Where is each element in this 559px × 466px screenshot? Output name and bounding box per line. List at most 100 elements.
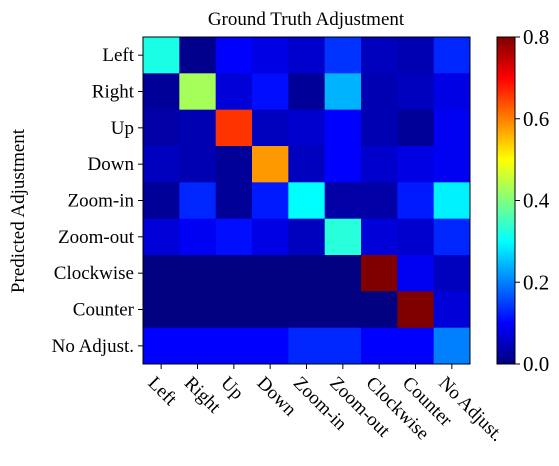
heatmap-cell	[433, 37, 471, 74]
x-tick-label: Down	[253, 373, 301, 421]
heatmap-cell	[143, 327, 180, 365]
y-tick-label: Right	[92, 82, 135, 103]
x-tick-label: Left	[144, 373, 182, 411]
heatmap-cell	[288, 327, 326, 365]
y-tick-label: Clockwise	[54, 263, 134, 284]
heatmap-cell	[215, 146, 253, 183]
heatmap-cell	[288, 255, 326, 292]
heatmap-cell	[252, 109, 289, 147]
heatmap-cell	[324, 255, 362, 292]
colorbar-tick-label: 0.2	[523, 270, 549, 294]
heatmap-cell	[215, 255, 253, 292]
heatmap-cell	[397, 255, 435, 292]
heatmap-cell	[215, 73, 253, 111]
y-tick-label: Zoom-in	[68, 191, 135, 212]
heatmap-cell	[433, 182, 471, 220]
y-axis-ticks: Left Right Up Down Zoom-in Zoom-out Clockwise C…	[52, 45, 143, 357]
y-tick-label: Left	[102, 45, 134, 66]
heatmap-cell	[433, 218, 471, 256]
heatmap-cell	[361, 218, 398, 256]
heatmap-cell	[324, 37, 362, 74]
heatmap-cell	[361, 255, 398, 292]
heatmap-cell	[143, 37, 180, 74]
heatmap-cell	[397, 182, 435, 220]
y-tick-label: Zoom-out	[58, 227, 135, 248]
heatmap-cell	[433, 146, 471, 183]
heatmap-cell	[179, 327, 217, 365]
heatmap-cell	[361, 146, 398, 183]
y-tick-label: Down	[88, 154, 135, 175]
y-tick-label: Up	[111, 118, 134, 139]
heatmap-cell	[433, 291, 471, 329]
heatmap-cell	[288, 146, 326, 183]
heatmap-cell	[179, 37, 217, 74]
heatmap-cell	[288, 73, 326, 111]
heatmap-cell	[361, 327, 398, 365]
heatmap-cell	[143, 109, 180, 147]
heatmap-cell	[179, 146, 217, 183]
heatmap-cell	[143, 73, 180, 111]
heatmap-cell	[361, 37, 398, 74]
heatmap-cell	[215, 37, 253, 74]
heatmap-cell	[179, 291, 217, 329]
heatmap-cell	[143, 255, 180, 292]
heatmap-cell	[324, 291, 362, 329]
heatmap-cell	[433, 255, 471, 292]
heatmap-cell	[252, 291, 289, 329]
colorbar-tick-label: 0.6	[523, 107, 549, 131]
heatmap-cell	[179, 255, 217, 292]
heatmap-cell	[324, 182, 362, 220]
colorbar-tick-label: 0.0	[523, 352, 549, 376]
colorbar-tick-label: 0.4	[523, 189, 550, 213]
heatmap-cell	[433, 327, 471, 365]
heatmap-cell	[252, 327, 289, 365]
heatmap-cell	[143, 291, 180, 329]
y-axis-label: Predicted Adjustment	[8, 128, 29, 293]
heatmap-cell	[397, 109, 435, 147]
heatmap-cell	[252, 218, 289, 256]
y-tick-label: Counter	[73, 300, 135, 321]
heatmap-cell	[215, 182, 253, 220]
heatmap-cell	[324, 327, 362, 365]
heatmap-cell	[361, 291, 398, 329]
heatmap-cell	[179, 109, 217, 147]
heatmap-cell	[324, 109, 362, 147]
colorbar	[496, 36, 516, 365]
x-tick-label: Right	[180, 373, 225, 418]
heatmap-cell	[143, 218, 180, 256]
heatmap-cell	[252, 146, 289, 183]
heatmap-cell	[397, 327, 435, 365]
heatmap-cell	[143, 146, 180, 183]
colorbar-ticks: 0.0 0.2 0.4 0.6 0.8	[515, 25, 550, 376]
colorbar-tick-label: 0.8	[523, 25, 549, 49]
chart-title: Ground Truth Adjustment	[208, 9, 405, 30]
heatmap-cell	[288, 182, 326, 220]
heatmap-cell	[397, 73, 435, 111]
heatmap-cell	[215, 218, 253, 256]
heatmap-cell	[397, 291, 435, 329]
heatmap-cell	[179, 182, 217, 220]
y-tick-label: No Adjust.	[52, 336, 134, 357]
heatmap-cell	[433, 109, 471, 147]
heatmap-cell	[288, 109, 326, 147]
heatmap-cell	[252, 255, 289, 292]
heatmap-cell	[215, 327, 253, 365]
heatmap-cell	[361, 73, 398, 111]
heatmap-cell	[324, 218, 362, 256]
heatmap-cell	[252, 37, 289, 74]
heatmap-cell	[397, 218, 435, 256]
heatmap-cell	[288, 218, 326, 256]
heatmap-cell	[215, 291, 253, 329]
heatmap-cell	[179, 218, 217, 256]
heatmap-cell	[252, 73, 289, 111]
heatmap-cell	[397, 146, 435, 183]
heatmap-cell	[361, 109, 398, 147]
heatmap-cell	[252, 182, 289, 220]
heatmap-cell	[179, 73, 217, 111]
heatmap-cell	[324, 146, 362, 183]
heatmap-cell	[288, 291, 326, 329]
heatmap-cell	[433, 73, 471, 111]
heatmap-cell	[215, 109, 253, 147]
